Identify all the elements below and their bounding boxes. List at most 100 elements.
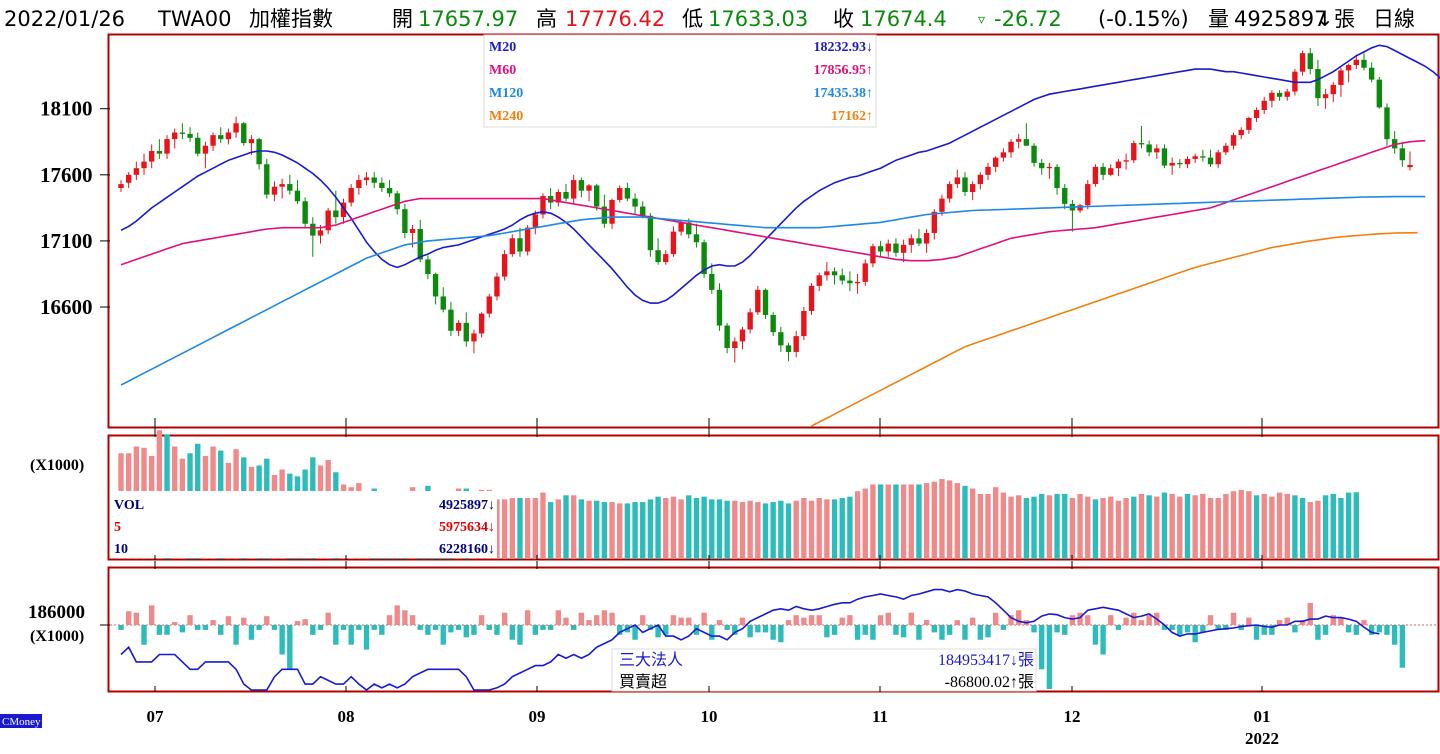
candle-body [847, 280, 853, 284]
inst-cumulative-line [120, 588, 1380, 692]
inst-bar [1108, 615, 1114, 625]
volume-bar [724, 500, 730, 559]
volume-bar [693, 498, 700, 559]
volume-bar [916, 484, 922, 559]
candle-body [218, 135, 224, 140]
candle-body [563, 192, 569, 199]
candle-body [778, 332, 784, 346]
volume-bar [716, 499, 723, 559]
volume-bar [1046, 495, 1053, 559]
volume-bar [586, 500, 592, 559]
volume-bar [540, 492, 546, 559]
candle-body [471, 333, 477, 342]
volume-bar [709, 499, 715, 559]
inst-bar [877, 615, 884, 625]
volume-bar [1146, 495, 1152, 559]
volume-value: 4925897 [1234, 7, 1328, 31]
ma-line-m60 [120, 140, 1426, 266]
inst-bar [739, 617, 746, 625]
volume-bar [923, 483, 930, 559]
candle-body [164, 139, 170, 154]
volume-bar [885, 484, 891, 559]
candle-body [908, 238, 914, 245]
volume-bar [524, 498, 531, 559]
volume-bar [1299, 498, 1306, 559]
candle-body [678, 222, 684, 232]
inst-bar [1046, 625, 1053, 689]
inst-bar [1384, 625, 1390, 635]
volume-legend: VOL 4925897↓ 5 5975634↓ 10 6228160↓ [111, 491, 497, 558]
candle-body [770, 314, 776, 333]
inst-bar [156, 625, 163, 635]
ma-line-m240 [811, 231, 1418, 427]
price-tick-label: 18100 [40, 97, 93, 121]
inst-bar [1391, 625, 1398, 645]
inst-bar [770, 625, 776, 640]
candle-body [1161, 148, 1168, 166]
inst-bar [977, 625, 984, 640]
candle-body [1299, 53, 1306, 72]
inst-bar [847, 615, 853, 625]
inst-bar [1146, 615, 1152, 625]
candle-body [1246, 117, 1252, 130]
volume-bar [793, 500, 799, 559]
candle-body [141, 161, 147, 169]
inst-bar [294, 621, 301, 625]
volume-bar [1261, 493, 1267, 559]
volume-bar [1269, 496, 1275, 559]
volume-bar [1138, 493, 1145, 559]
inst-bar [686, 617, 692, 625]
candle-body [202, 145, 209, 154]
volume-bar [578, 499, 585, 559]
volume-bar [831, 499, 838, 559]
ma-legend-name: M240 [489, 109, 523, 124]
volume-bar [532, 498, 539, 559]
volume-bar [854, 491, 861, 559]
candle-body [524, 227, 531, 252]
inst-bar [701, 612, 707, 625]
volume-bar [900, 484, 907, 559]
inst-bar [371, 625, 377, 630]
candle-body [594, 185, 600, 207]
candle-body [839, 275, 845, 281]
inst-bar [1077, 612, 1083, 625]
inst-bar [310, 625, 316, 635]
candle-body [854, 281, 861, 284]
inst-bar [1069, 615, 1076, 625]
volume-bar [816, 498, 822, 559]
inst-bar [1100, 625, 1106, 655]
inst-bar [509, 625, 515, 640]
candle-body [271, 186, 278, 195]
candle-body [962, 177, 968, 192]
volume-bar [1353, 492, 1359, 559]
inst-bar [1376, 625, 1382, 633]
inst-bar [1315, 625, 1321, 640]
volume-bar [770, 502, 776, 559]
volume-bar [954, 483, 961, 559]
candle-body [1253, 110, 1260, 118]
volume-bar [1000, 492, 1007, 559]
candle-body [1184, 158, 1191, 165]
candle-body [394, 193, 400, 210]
volume-bar [594, 500, 600, 559]
inst-bar [517, 625, 523, 645]
volume-bar [908, 484, 914, 559]
inst-bar [617, 625, 623, 635]
inst-bar [1338, 617, 1344, 625]
inst-bar [985, 625, 991, 638]
low-value: 17633.03 [708, 7, 808, 31]
inst-bar [969, 617, 976, 625]
inst-bar [1207, 615, 1214, 625]
inst-bar [1345, 625, 1352, 633]
volume-bar [670, 496, 677, 559]
candle-body [448, 309, 454, 331]
price-tick-label: 17100 [40, 229, 93, 253]
candle-body [954, 177, 961, 185]
candle-body [248, 139, 255, 144]
inst-bar [417, 625, 423, 630]
candle-body [1276, 92, 1283, 97]
candle-body [386, 188, 393, 194]
inst-bar [801, 617, 807, 625]
inst-bar [1085, 615, 1091, 625]
inst-bar [563, 617, 569, 625]
